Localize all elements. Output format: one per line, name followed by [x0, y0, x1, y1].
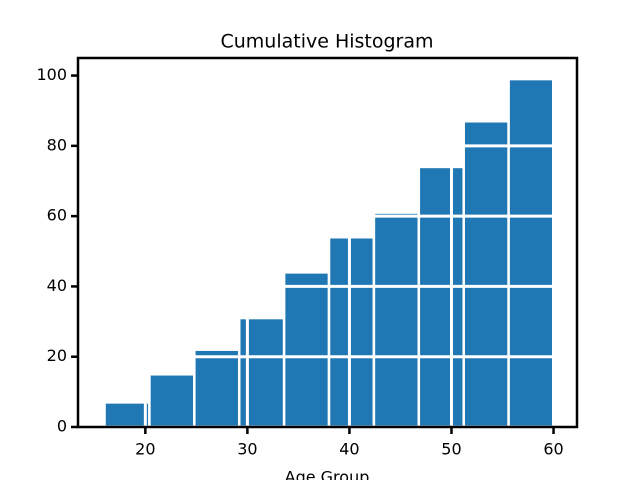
bar: [148, 373, 196, 429]
y-tick-label: 20: [47, 346, 67, 365]
y-tick-label: 100: [36, 65, 67, 84]
bar: [282, 271, 331, 429]
bar: [103, 401, 151, 429]
x-tick-label: 60: [543, 440, 563, 459]
chart-title: Cumulative Histogram: [220, 31, 433, 53]
bar: [372, 211, 421, 429]
bar: [193, 348, 241, 429]
bar: [507, 77, 555, 429]
bar: [462, 120, 510, 429]
bar: [327, 235, 376, 429]
bar: [417, 165, 465, 429]
x-tick-label: 30: [237, 440, 257, 459]
y-tick-label: 60: [47, 206, 67, 225]
y-tick-label: 0: [57, 417, 67, 436]
plot-frame: [76, 56, 579, 429]
x-tick-label: 20: [135, 440, 155, 459]
y-tick-label: 80: [47, 135, 67, 154]
x-axis-label: Age Group: [285, 468, 370, 480]
x-tick-label: 40: [339, 440, 359, 459]
y-tick-label: 40: [47, 276, 67, 295]
x-tick-label: 50: [441, 440, 461, 459]
